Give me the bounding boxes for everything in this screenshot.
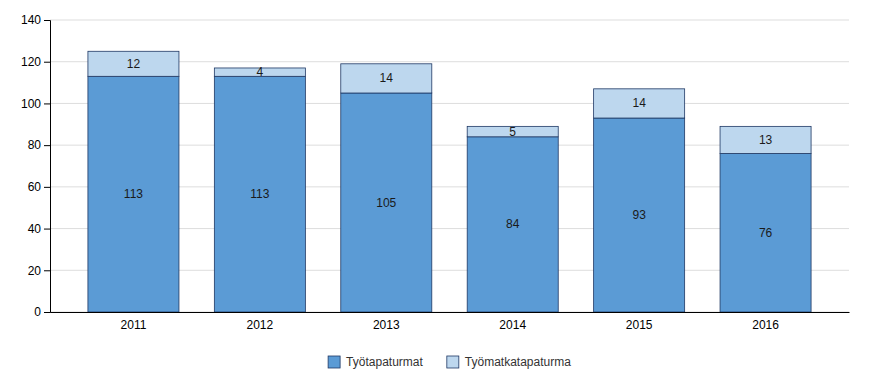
- x-tick-label: 2011: [121, 318, 147, 332]
- data-label: 105: [376, 196, 396, 210]
- y-tick-mark: [44, 312, 50, 313]
- data-label: 113: [124, 187, 143, 201]
- y-tick: 0: [34, 305, 50, 319]
- y-tick: 100: [21, 97, 50, 111]
- data-label: 84: [506, 217, 520, 231]
- y-tick-label: 60: [28, 180, 42, 194]
- y-tick: 80: [28, 138, 50, 152]
- grid-line: [50, 20, 849, 21]
- legend-item: Työtapaturmat: [328, 355, 423, 369]
- y-axis: 0 20 40 60 80 100 120 140: [21, 13, 51, 319]
- x-tick-label: 2016: [752, 318, 779, 332]
- data-label: 12: [127, 57, 141, 71]
- legend-swatch: [447, 356, 459, 368]
- x-tick-label: 2013: [373, 318, 400, 332]
- bar-segment: [720, 153, 811, 312]
- bar-segment: [720, 126, 811, 153]
- data-label: 4: [257, 65, 264, 79]
- x-tick-label: 2014: [499, 318, 526, 332]
- data-label: 93: [632, 208, 646, 222]
- y-tick-mark: [44, 62, 50, 63]
- x-axis-line: [51, 312, 850, 313]
- x-tick-label: 2015: [626, 318, 653, 332]
- y-tick: 20: [28, 264, 50, 278]
- bar-segment: [214, 76, 305, 312]
- y-tick: 140: [21, 13, 50, 27]
- y-tick: 40: [28, 222, 50, 236]
- x-tick-label: 2012: [247, 318, 274, 332]
- bar-segment: [341, 93, 432, 312]
- bar-segment: [341, 64, 432, 93]
- y-tick-label: 140: [21, 13, 41, 27]
- y-tick-label: 100: [21, 97, 41, 111]
- y-tick-mark: [44, 20, 50, 21]
- series-bars: [88, 51, 811, 153]
- series-bars: [88, 76, 811, 312]
- legend-swatch: [328, 356, 340, 368]
- data-label: 13: [759, 133, 773, 147]
- data-label: 14: [632, 96, 646, 110]
- y-tick-label: 20: [28, 264, 42, 278]
- y-axis-line: [44, 21, 51, 313]
- y-tick-mark: [44, 145, 50, 146]
- x-tick: 2014: [499, 318, 526, 332]
- x-tick: 2013: [373, 318, 400, 332]
- plot: 113 113 105 84 93 76 12 4 14 5 14 13 0 20 40 60 80 100 120…: [21, 13, 850, 331]
- bar-segment: [594, 118, 685, 312]
- y-tick-label: 120: [21, 55, 41, 69]
- x-tick: 2015: [626, 318, 653, 332]
- bar-segment: [594, 89, 685, 118]
- legend-item: Työmatkatapaturma: [447, 355, 571, 369]
- legend-label: Työmatkatapaturma: [465, 355, 571, 369]
- y-tick-label: 80: [28, 138, 42, 152]
- grid: [50, 20, 849, 312]
- data-labels: 113 113 105 84 93 76 12 4 14 5 14 13: [124, 57, 773, 240]
- legend-label: Työtapaturmat: [346, 355, 423, 369]
- y-tick-mark: [44, 229, 50, 230]
- bar-segment: [467, 137, 558, 312]
- x-tick: 2011: [121, 318, 147, 332]
- y-tick-mark: [44, 270, 50, 271]
- x-axis: 2011 2012 2013 2014 2015 2016: [51, 313, 850, 332]
- chart: 113 113 105 84 93 76 12 4 14 5 14 13 0 20 40 60 80 100 120…: [0, 0, 869, 384]
- y-tick-mark: [44, 103, 50, 104]
- y-tick-label: 40: [28, 222, 42, 236]
- y-tick: 60: [28, 180, 50, 194]
- data-label: 76: [759, 226, 773, 240]
- bar-segment: [88, 76, 179, 312]
- x-tick: 2012: [247, 318, 274, 332]
- bars: [88, 51, 811, 312]
- bar-segment: [88, 51, 179, 76]
- y-tick: 120: [21, 55, 50, 69]
- y-tick-mark: [44, 187, 50, 188]
- data-label: 113: [250, 187, 269, 201]
- data-label: 14: [380, 71, 394, 85]
- x-tick: 2016: [752, 318, 779, 332]
- legend: Työtapaturmat Työmatkatapaturma: [328, 355, 571, 369]
- y-tick-label: 0: [34, 305, 41, 319]
- data-label: 5: [509, 125, 516, 139]
